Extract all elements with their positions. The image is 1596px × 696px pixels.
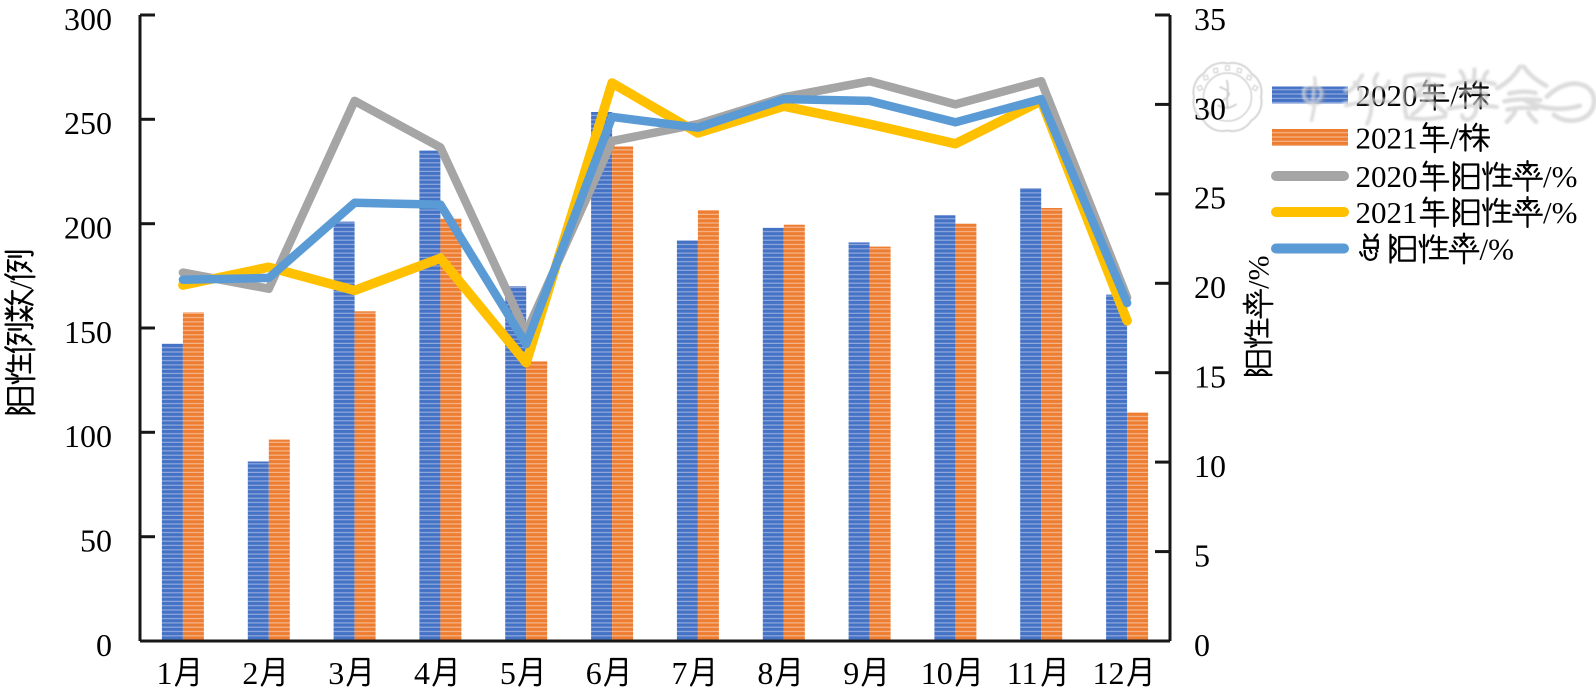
- svg-text:3: 3: [328, 655, 344, 691]
- svg-text:25: 25: [1194, 180, 1226, 216]
- svg-text:250: 250: [64, 105, 112, 141]
- svg-text:10: 10: [1194, 448, 1226, 484]
- svg-text:300: 300: [64, 1, 112, 37]
- svg-text:/%: /%: [1243, 255, 1276, 288]
- svg-text:/%: /%: [1543, 195, 1577, 230]
- svg-text:2020: 2020: [1356, 159, 1418, 194]
- svg-text:/%: /%: [1480, 232, 1514, 267]
- svg-text:30: 30: [1194, 90, 1226, 126]
- svg-text:5: 5: [500, 655, 516, 691]
- svg-text:/: /: [1450, 121, 1459, 156]
- svg-text:5: 5: [1194, 537, 1210, 573]
- svg-text:/: /: [2, 280, 38, 289]
- svg-text:2021: 2021: [1356, 121, 1418, 156]
- svg-text:12: 12: [1093, 655, 1125, 691]
- svg-text:10: 10: [921, 655, 953, 691]
- svg-text:1: 1: [157, 655, 173, 691]
- svg-text:4: 4: [414, 655, 430, 691]
- svg-text:200: 200: [64, 210, 112, 246]
- svg-text:20: 20: [1194, 269, 1226, 305]
- svg-text:/%: /%: [1543, 159, 1577, 194]
- svg-text:8: 8: [757, 655, 773, 691]
- svg-text:9: 9: [843, 655, 859, 691]
- svg-text:0: 0: [96, 627, 112, 663]
- svg-text:2021: 2021: [1356, 195, 1418, 230]
- svg-text:6: 6: [586, 655, 602, 691]
- svg-text:/: /: [1450, 78, 1459, 113]
- svg-text:150: 150: [64, 314, 112, 350]
- svg-text:11: 11: [1007, 655, 1038, 691]
- svg-text:7: 7: [672, 655, 688, 691]
- svg-text:50: 50: [80, 523, 112, 559]
- svg-text:15: 15: [1194, 359, 1226, 395]
- svg-text:2: 2: [242, 655, 258, 691]
- svg-text:0: 0: [1194, 627, 1210, 663]
- svg-text:100: 100: [64, 418, 112, 454]
- svg-text:35: 35: [1194, 1, 1226, 37]
